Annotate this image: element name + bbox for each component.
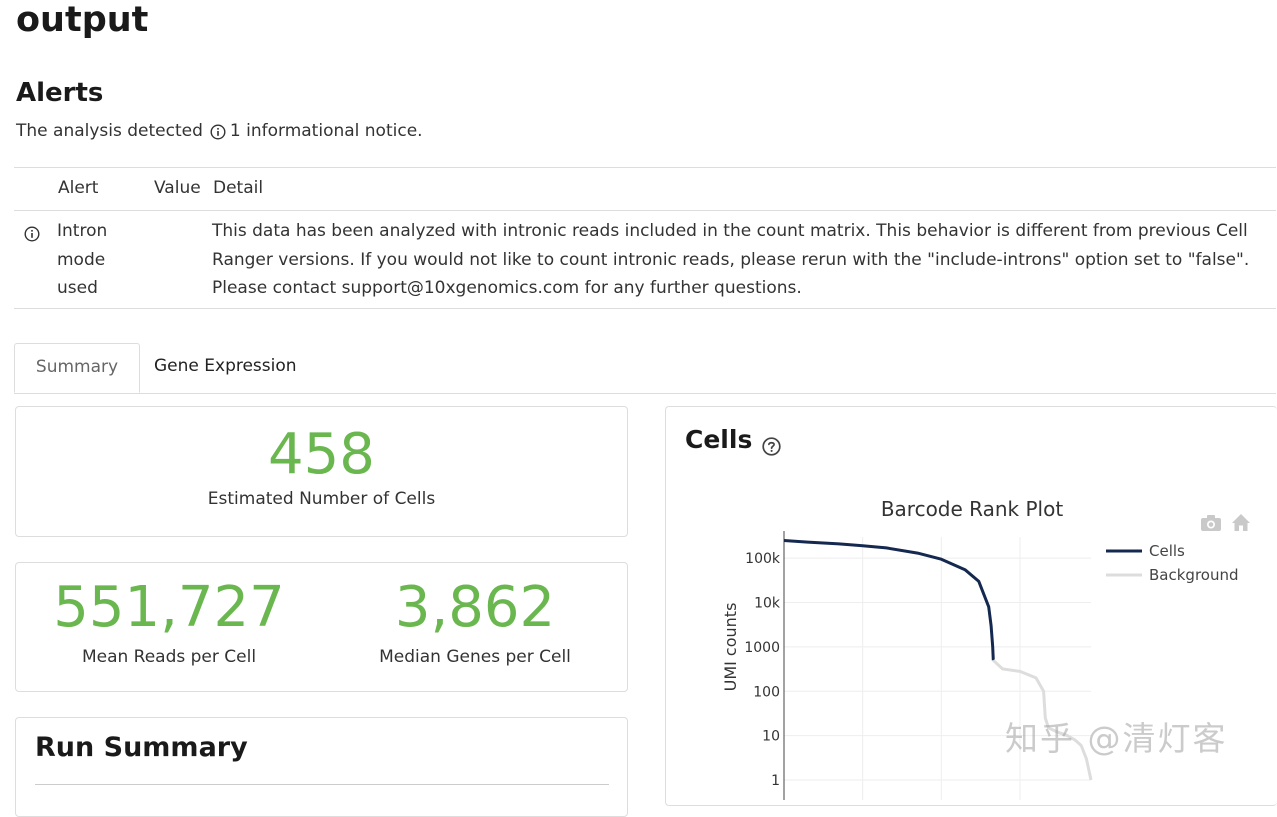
mean-reads-metric: 551,727 Mean Reads per Cell xyxy=(16,575,322,668)
mean-reads-label: Mean Reads per Cell xyxy=(81,647,257,667)
plot-axes: 1 10 100 1000 10k 100k xyxy=(744,531,785,800)
series-line-background xyxy=(992,659,1093,781)
tab-gene-expression[interactable]: Gene Expression xyxy=(154,356,297,376)
alerts-summary-prefix: The analysis detected xyxy=(16,121,203,141)
info-icon xyxy=(210,124,226,140)
y-tick-label: 1 xyxy=(771,773,780,789)
alert-row: Intron mode used This data has been anal… xyxy=(14,211,1276,309)
reads-genes-card: 551,727 Mean Reads per Cell 3,862 Median… xyxy=(15,562,628,692)
alerts-summary-suffix: 1 informational notice. xyxy=(229,121,423,141)
cells-title: Cells xyxy=(685,425,781,456)
home-icon[interactable] xyxy=(1232,514,1250,531)
y-axis-label: UMI counts xyxy=(721,603,740,692)
tab-summary[interactable]: Summary xyxy=(14,343,140,393)
series-line-cells xyxy=(783,539,995,661)
page-title: output xyxy=(16,0,149,40)
alerts-heading: Alerts xyxy=(16,78,104,108)
alerts-summary: The analysis detected 1 informational no… xyxy=(16,121,423,141)
alert-detail: This data has been analyzed with introni… xyxy=(212,221,1250,298)
run-summary-divider xyxy=(35,784,609,785)
median-genes-metric: 3,862 Median Genes per Cell xyxy=(322,575,628,668)
chart-legend: Cells Background xyxy=(1106,542,1239,584)
median-genes-value: 3,862 xyxy=(394,575,556,640)
watermark: 知乎 @清灯客 xyxy=(1005,719,1228,758)
chart-title: Barcode Rank Plot xyxy=(881,497,1064,521)
tab-bar: Summary Gene Expression xyxy=(14,343,1276,394)
y-tick-label: 100 xyxy=(753,684,780,700)
cells-card: Cells Barcode Rank Plot 1 10 100 1000 10k 100… xyxy=(665,406,1277,806)
mean-reads-value: 551,727 xyxy=(53,575,285,640)
estimated-cells-label: Estimated Number of Cells xyxy=(207,489,436,509)
y-tick-label: 1000 xyxy=(744,640,780,656)
run-summary-title: Run Summary xyxy=(35,732,248,763)
info-icon xyxy=(24,223,40,242)
alerts-table: Alert Value Detail Intron mode used This… xyxy=(14,167,1276,309)
column-header-detail: Detail xyxy=(213,178,264,198)
plot-series xyxy=(783,539,1093,781)
run-summary-card: Run Summary xyxy=(15,717,628,817)
estimated-cells-card: 458 Estimated Number of Cells xyxy=(15,406,628,537)
column-header-alert: Alert xyxy=(58,178,99,198)
question-circle-icon[interactable] xyxy=(762,433,781,456)
alert-name: Intron mode used xyxy=(57,221,108,298)
camera-icon[interactable] xyxy=(1201,515,1221,531)
column-header-value: Value xyxy=(154,178,201,198)
cells-title-text: Cells xyxy=(685,425,753,454)
alerts-table-header: Alert Value Detail xyxy=(14,167,1276,211)
plot-grid xyxy=(784,537,1091,800)
legend-label: Cells xyxy=(1149,542,1185,560)
y-tick-label: 10 xyxy=(762,729,780,745)
y-tick-label: 100k xyxy=(745,551,781,567)
estimated-cells-value: 458 xyxy=(268,422,375,487)
barcode-rank-plot[interactable]: Barcode Rank Plot 1 10 100 1000 10k 100k Cell… xyxy=(666,407,1277,807)
y-tick-label: 10k xyxy=(754,596,781,612)
legend-label: Background xyxy=(1149,566,1239,584)
median-genes-label: Median Genes per Cell xyxy=(379,647,571,667)
